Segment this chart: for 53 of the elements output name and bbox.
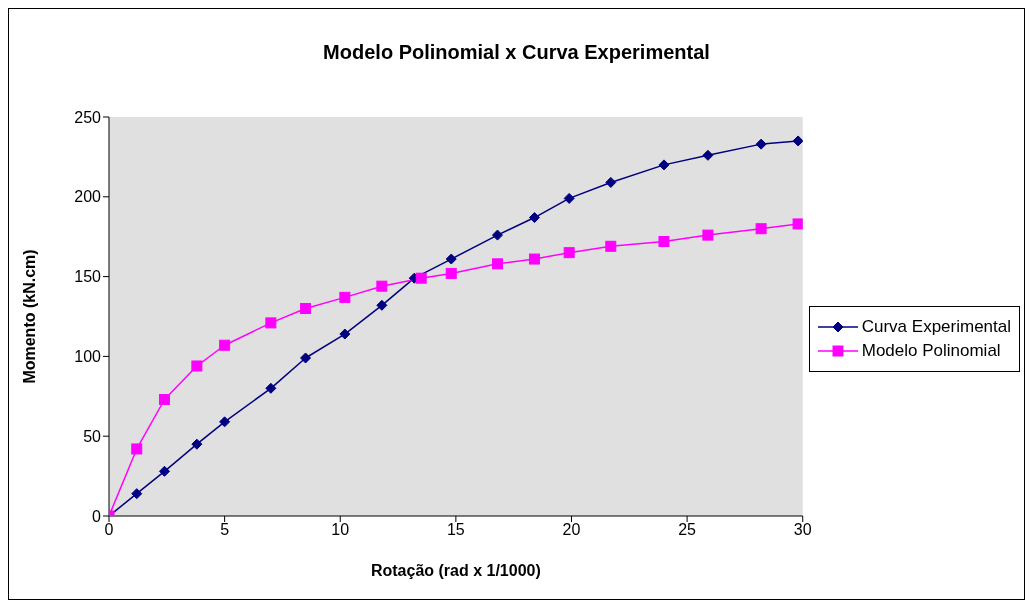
point <box>702 229 714 241</box>
point <box>191 438 203 450</box>
x-tick-label: 5 <box>220 521 230 539</box>
point <box>376 299 388 311</box>
point <box>265 317 277 329</box>
point <box>159 465 170 477</box>
point <box>300 303 312 315</box>
x-tick-label: 15 <box>446 521 465 539</box>
x-tick-label: 25 <box>678 521 697 539</box>
point <box>702 149 714 161</box>
x-tick-label: 10 <box>331 521 350 539</box>
point <box>563 192 575 204</box>
point <box>528 253 540 265</box>
x-tick-label: 20 <box>562 521 581 539</box>
point <box>605 176 617 188</box>
y-tick-label: 150 <box>74 268 102 286</box>
point <box>792 135 803 147</box>
point <box>658 235 670 247</box>
point <box>219 416 231 428</box>
point <box>605 240 617 252</box>
point <box>191 360 203 372</box>
y-axis-title: Momento (kN.cm) <box>20 249 38 384</box>
y-tick-label: 50 <box>83 427 102 445</box>
point <box>491 258 503 270</box>
x-axis-title: Rotação (rad x 1/1000) <box>370 562 541 579</box>
point <box>528 212 540 224</box>
point <box>415 272 427 284</box>
point <box>219 339 231 351</box>
legend-label: Curva Experimental <box>861 316 1011 337</box>
chart-title: Modelo Polinomial x Curva Experimental <box>322 41 711 65</box>
point <box>792 218 803 230</box>
point <box>131 488 143 500</box>
point <box>131 443 143 455</box>
point <box>376 280 388 292</box>
x-tick-label: 30 <box>793 521 812 539</box>
point <box>755 138 767 150</box>
point <box>445 253 457 265</box>
legend-label: Modelo Polinomial <box>861 340 1001 361</box>
point <box>658 159 670 171</box>
point <box>265 382 277 394</box>
y-tick-label: 100 <box>74 348 102 366</box>
point <box>339 328 351 340</box>
x-tick-label: 0 <box>104 521 114 539</box>
point <box>159 393 170 405</box>
y-tick-label: 0 <box>92 507 102 525</box>
point <box>445 267 457 279</box>
point <box>563 247 575 259</box>
point <box>300 352 312 364</box>
point <box>339 291 351 303</box>
y-tick-label: 200 <box>74 188 102 206</box>
y-tick-label: 250 <box>74 108 102 126</box>
point <box>491 229 503 241</box>
point <box>755 223 767 235</box>
